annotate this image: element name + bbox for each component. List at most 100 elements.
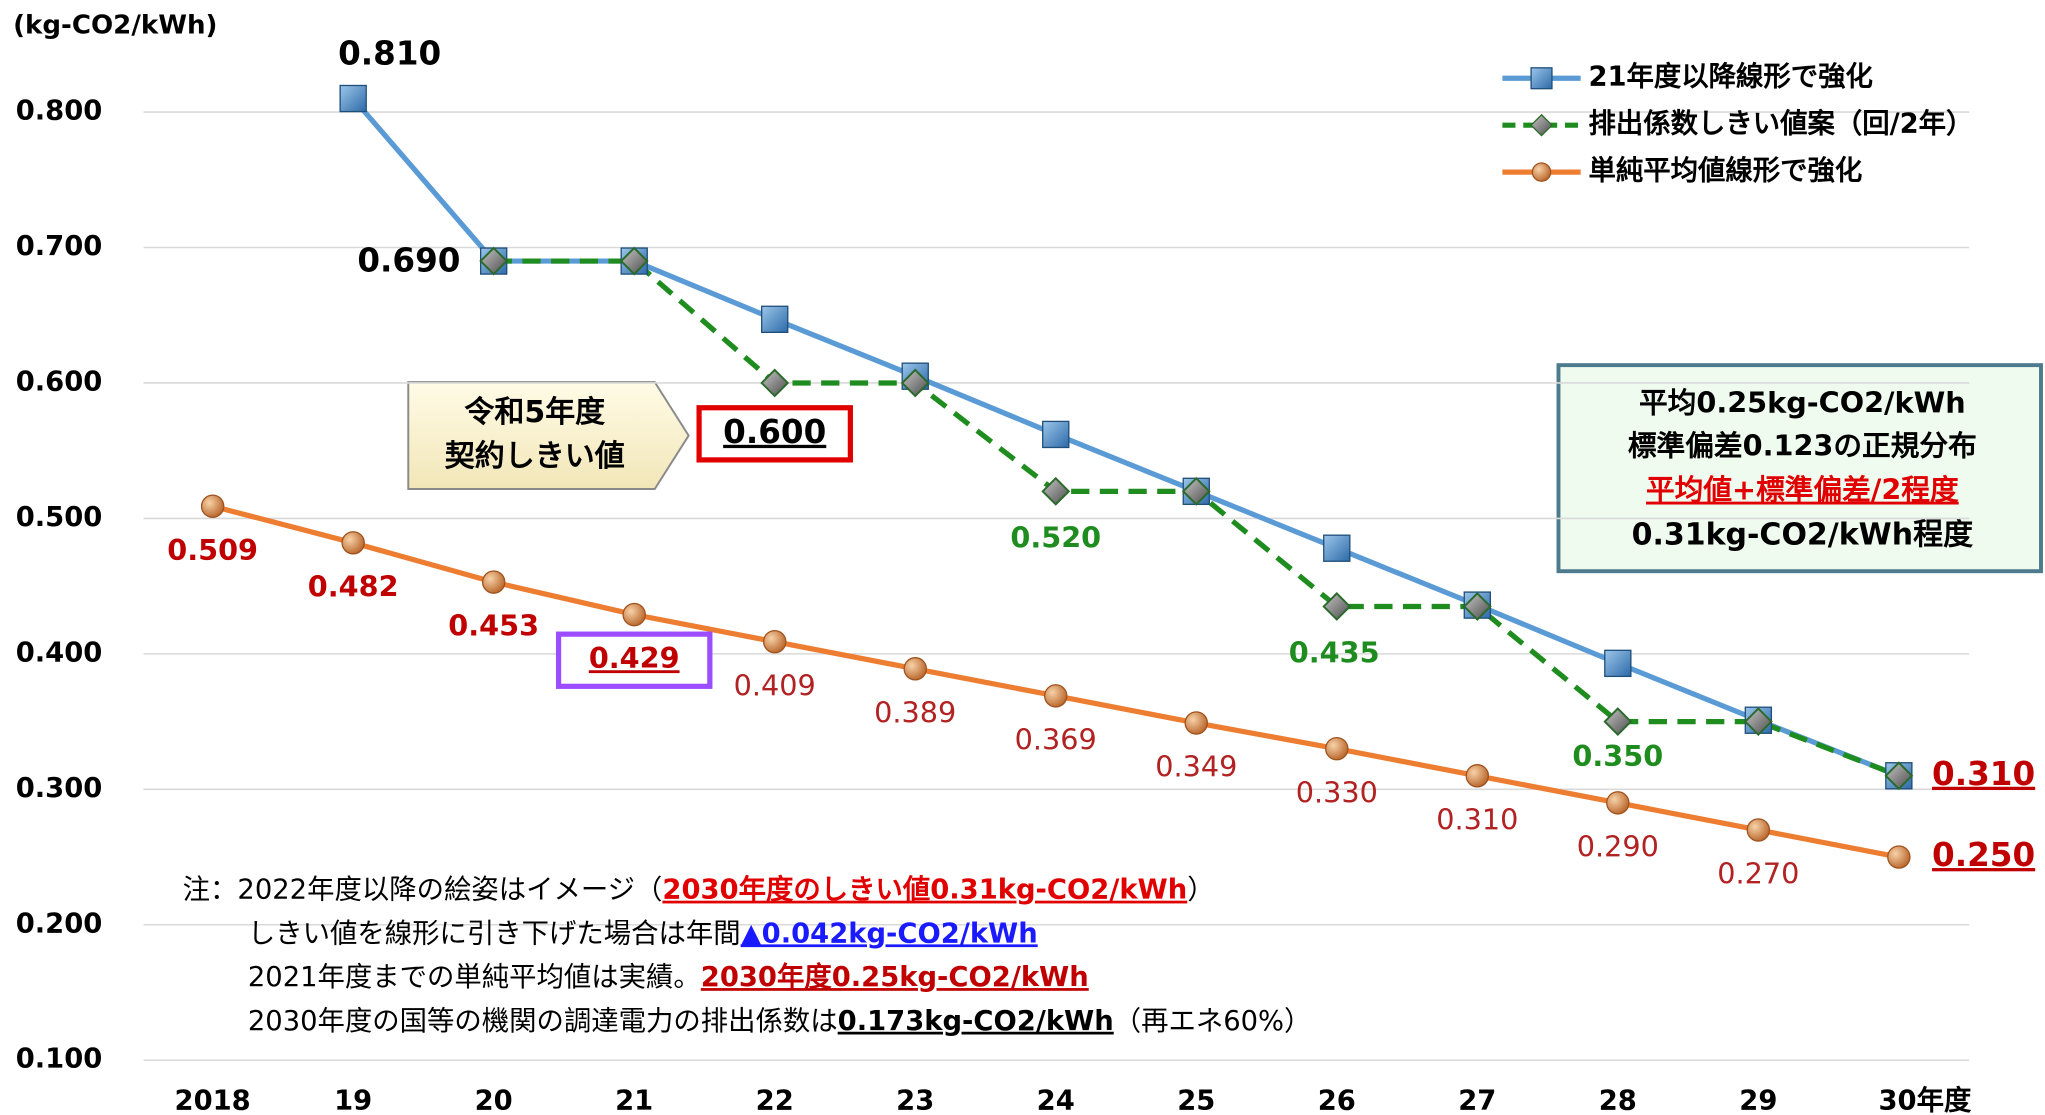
data-label: 0.270	[1717, 857, 1799, 891]
data-label: 0.600	[723, 413, 826, 451]
marker	[1746, 818, 1771, 842]
data-label: 0.349	[1155, 750, 1237, 784]
y-tick-label: 0.400	[16, 637, 103, 668]
note-segment: （再エネ60%）	[1114, 1005, 1312, 1036]
data-label: 0.810	[338, 34, 441, 72]
marker	[1743, 707, 1773, 737]
data-label: 0.310	[1932, 755, 2035, 793]
y-tick-label: 0.800	[16, 96, 103, 127]
marker	[760, 368, 790, 398]
marker	[1044, 684, 1068, 708]
x-tick-label: 27	[1458, 1085, 1496, 1115]
note: 2030年度の国等の機関の調達電力の排出係数は0.173kg-CO2/kWh（再…	[248, 1005, 1312, 1036]
note-segment: しきい値を線形に引き下げた場合は年間	[248, 918, 741, 949]
note: しきい値を線形に引き下げた場合は年間▲0.042kg-CO2/kWh	[248, 918, 1038, 949]
y-tick-label: 0.700	[16, 231, 103, 262]
x-tick-label: 26	[1318, 1085, 1356, 1115]
callout-arrow	[407, 381, 690, 491]
data-label: 0.369	[1015, 723, 1097, 757]
data-label: 0.429	[589, 641, 680, 675]
info-text: 平均0.25kg-CO2/kWh	[1639, 385, 1966, 419]
marker	[1041, 476, 1071, 506]
marker	[1325, 736, 1349, 761]
data-label: 0.389	[874, 695, 956, 729]
marker	[200, 494, 225, 518]
data-label: 0.690	[357, 241, 460, 279]
note: 注：2022年度以降の絵姿はイメージ（2030年度のしきい値0.31kg-CO2…	[183, 873, 1215, 905]
data-label: 0.290	[1577, 830, 1659, 864]
marker	[903, 657, 927, 681]
info-text: 0.31kg-CO2/kWh程度	[1632, 517, 1973, 552]
y-axis-label: (kg-CO2/kWh)	[13, 11, 217, 41]
note: 2021年度までの単純平均値は実績。2030年度0.25kg-CO2/kWh	[248, 961, 1089, 993]
data-label: 0.409	[734, 668, 816, 702]
note-segment: 2030年度の国等の機関の調達電力の排出係数は	[248, 1005, 838, 1036]
marker	[1181, 476, 1211, 506]
data-label: 0.482	[308, 569, 399, 603]
data-label: 0.350	[1572, 739, 1663, 773]
x-tick-label: 2018	[175, 1085, 251, 1115]
note-segment: 2021年度までの単純平均値は実績。	[248, 962, 701, 993]
legend-marker	[1530, 113, 1553, 137]
legend-marker	[1530, 67, 1553, 90]
info-text: 平均値+標準偏差/2程度	[1646, 473, 1959, 507]
data-label: 0.509	[167, 533, 258, 567]
markers	[200, 84, 1914, 869]
marker	[761, 305, 789, 333]
note-segment: 0.173kg-CO2/kWh	[838, 1005, 1114, 1036]
marker	[1323, 534, 1351, 562]
marker	[1042, 420, 1070, 449]
callout-text: 契約しきい値	[445, 439, 625, 474]
label-box	[696, 405, 853, 463]
data-label: 0.453	[448, 609, 539, 643]
marker	[481, 570, 506, 594]
x-tick-label: 19	[334, 1085, 372, 1115]
marker	[900, 368, 930, 398]
legend-label: 21年度以降線形で強化	[1588, 61, 1872, 93]
x-tick-label: 20	[475, 1085, 513, 1115]
x-tick-label: 23	[896, 1085, 934, 1115]
x-tick-label: 28	[1599, 1085, 1637, 1115]
data-label: 0.250	[1932, 836, 2035, 874]
y-tick-label: 0.300	[16, 773, 103, 804]
marker	[1606, 791, 1630, 815]
marker	[339, 84, 367, 113]
marker	[622, 602, 646, 627]
legend-label: 排出係数しきい値案（回/2年）	[1588, 108, 1973, 140]
x-tick-label: 29	[1739, 1085, 1777, 1115]
x-tick-label: 21	[615, 1085, 653, 1115]
legend-marker	[1531, 162, 1552, 182]
data-label: 0.435	[1289, 636, 1380, 670]
info-box	[1556, 363, 2043, 574]
x-tick-label: 22	[756, 1085, 794, 1115]
marker	[1184, 711, 1209, 735]
marker	[1465, 764, 1490, 788]
data-label: 0.310	[1436, 802, 1518, 836]
x-tick-label: 30年度	[1879, 1084, 1972, 1115]
data-label: 0.520	[1010, 521, 1101, 555]
y-tick-label: 0.600	[16, 366, 103, 397]
legend-label: 単純平均値線形で強化	[1588, 155, 1862, 187]
marker	[479, 246, 509, 276]
x-tick-label: 24	[1037, 1085, 1075, 1115]
data-label: 0.330	[1296, 775, 1378, 809]
y-tick-label: 0.100	[16, 1044, 103, 1075]
grid	[143, 111, 1970, 1062]
marker	[1604, 649, 1632, 678]
y-tick-label: 0.500	[16, 502, 103, 533]
callout-text: 令和5年度	[464, 395, 605, 430]
note-segment: 注：2022年度以降の絵姿はイメージ（	[183, 874, 663, 905]
marker	[1322, 592, 1352, 621]
marker	[1884, 761, 1914, 791]
x-tick-label: 25	[1177, 1085, 1215, 1115]
note-segment: ）	[1187, 874, 1214, 905]
info-text: 標準偏差0.123の正規分布	[1628, 428, 1977, 462]
note-segment: 2030年度のしきい値0.31kg-CO2/kWh	[662, 873, 1187, 905]
marker	[762, 629, 787, 654]
marker	[619, 246, 649, 276]
label-box	[555, 631, 713, 689]
marker	[1887, 845, 1911, 869]
y-tick-label: 0.200	[16, 908, 103, 939]
marker	[1603, 707, 1633, 737]
